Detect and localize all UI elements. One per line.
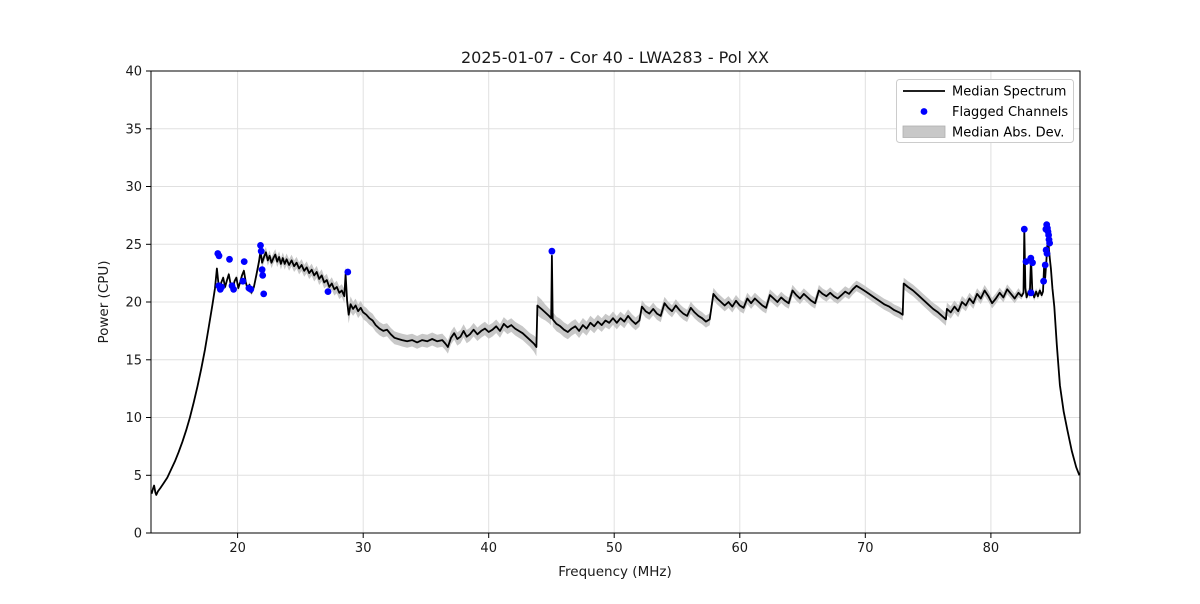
svg-text:30: 30 [125, 180, 142, 195]
median-abs-dev-band [151, 229, 1080, 496]
svg-text:40: 40 [125, 65, 142, 80]
legend-marker-sample [920, 108, 928, 115]
svg-text:35: 35 [125, 122, 142, 137]
svg-text:80: 80 [983, 541, 1000, 556]
y-axis-label: Power (CPU) [96, 260, 112, 343]
legend-label-median-abs-dev: Median Abs. Dev. [952, 126, 1064, 141]
legend-patch-sample [902, 125, 946, 138]
svg-text:10: 10 [125, 411, 142, 426]
svg-text:0: 0 [134, 527, 142, 542]
median-spectrum-line [150, 229, 1081, 496]
x-axis-label: Frequency (MHz) [558, 564, 671, 580]
svg-text:20: 20 [229, 541, 246, 556]
legend-label-median-spectrum: Median Spectrum [952, 85, 1066, 100]
legend: Median Spectrum Flagged Channels Median … [896, 79, 1074, 143]
legend-label-flagged-channels: Flagged Channels [952, 105, 1068, 120]
svg-text:50: 50 [606, 541, 623, 556]
svg-text:30: 30 [355, 541, 372, 556]
svg-text:40: 40 [480, 541, 497, 556]
svg-text:25: 25 [125, 238, 142, 253]
axis-ticks: 20 30 40 50 60 70 80 0 5 10 15 20 25 30 35 40 [125, 65, 999, 557]
svg-text:5: 5 [134, 469, 142, 484]
svg-text:60: 60 [732, 541, 749, 556]
chart-title: 2025-01-07 - Cor 40 - LWA283 - Pol XX [461, 48, 769, 67]
flagged-channel-markers [214, 221, 1053, 298]
svg-text:70: 70 [857, 541, 874, 556]
svg-text:15: 15 [125, 353, 142, 368]
svg-text:20: 20 [125, 296, 142, 311]
grid-lines [151, 70, 1080, 534]
